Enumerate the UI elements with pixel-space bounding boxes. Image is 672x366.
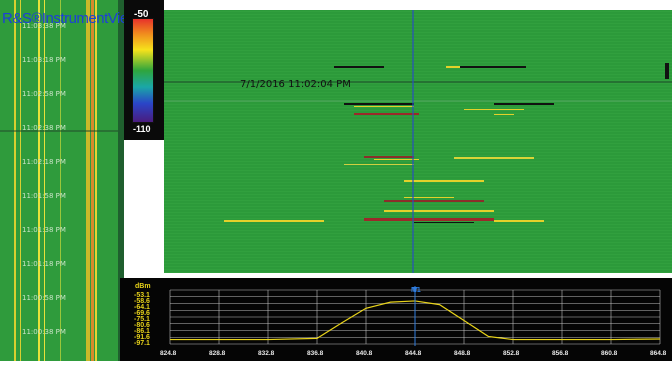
- x-tick-label: 828.8: [209, 350, 226, 357]
- x-tick-label: 824.8: [160, 350, 177, 357]
- marker-triangle-icon[interactable]: [412, 287, 418, 291]
- time-label: 11:03:38 PM: [22, 22, 66, 30]
- spectrum-plot[interactable]: [120, 278, 672, 361]
- time-label: 11:01:58 PM: [22, 192, 66, 200]
- time-label: 11:02:58 PM: [22, 90, 66, 98]
- time-scroll-panel[interactable]: 11:03:38 PM 11:03:18 PM 11:02:58 PM 11:02:3…: [0, 0, 124, 361]
- y-tick-label: -58.6: [134, 298, 150, 305]
- y-tick-label: -75.1: [134, 316, 150, 323]
- app-title: R&S®InstrumentView: [2, 10, 139, 27]
- x-tick-label: 836.8: [307, 350, 324, 357]
- color-scale-min: -110: [133, 124, 151, 134]
- y-tick-label: -86.1: [134, 328, 150, 335]
- y-tick-label: -64.1: [134, 304, 150, 311]
- color-scale-max: -50: [134, 9, 149, 20]
- waterfall-timestamp: 7/1/2016 11:02:04 PM: [240, 79, 351, 90]
- time-label: 11:01:18 PM: [22, 260, 66, 268]
- x-tick-label: 840.8: [356, 350, 373, 357]
- time-label: 11:00:58 PM: [22, 294, 66, 302]
- x-tick-label: 860.8: [601, 350, 618, 357]
- spectrum-canvas: [169, 286, 661, 346]
- x-tick-label: 852.8: [503, 350, 520, 357]
- x-tick-label: 844.8: [405, 350, 422, 357]
- time-label: 11:02:18 PM: [22, 158, 66, 166]
- time-label: 11:03:18 PM: [22, 56, 66, 64]
- y-tick-label: -80.6: [134, 322, 150, 329]
- time-label: 11:00:38 PM: [22, 328, 66, 336]
- y-tick-label: -97.1: [134, 340, 150, 347]
- x-tick-label: 832.8: [258, 350, 275, 357]
- x-tick-label: 864.8: [650, 350, 667, 357]
- x-tick-label: 848.8: [454, 350, 471, 357]
- time-label: 11:02:38 PM: [22, 124, 66, 132]
- time-label: 11:01:38 PM: [22, 226, 66, 234]
- waterfall-display[interactable]: [164, 10, 672, 273]
- x-tick-label: 856.8: [552, 350, 569, 357]
- scroll-marker[interactable]: [665, 63, 669, 79]
- y-tick-label: -91.6: [134, 334, 150, 341]
- waterfall-canvas: [164, 10, 672, 273]
- left-waterfall-strip: [0, 0, 124, 361]
- marker-m1-label[interactable]: M1: [411, 287, 421, 294]
- y-axis-unit: dBm: [135, 283, 151, 290]
- signal-bursts: [224, 66, 554, 223]
- y-tick-label: -53.1: [134, 292, 150, 299]
- color-scale-bar[interactable]: [132, 18, 154, 123]
- y-tick-label: -69.6: [134, 310, 150, 317]
